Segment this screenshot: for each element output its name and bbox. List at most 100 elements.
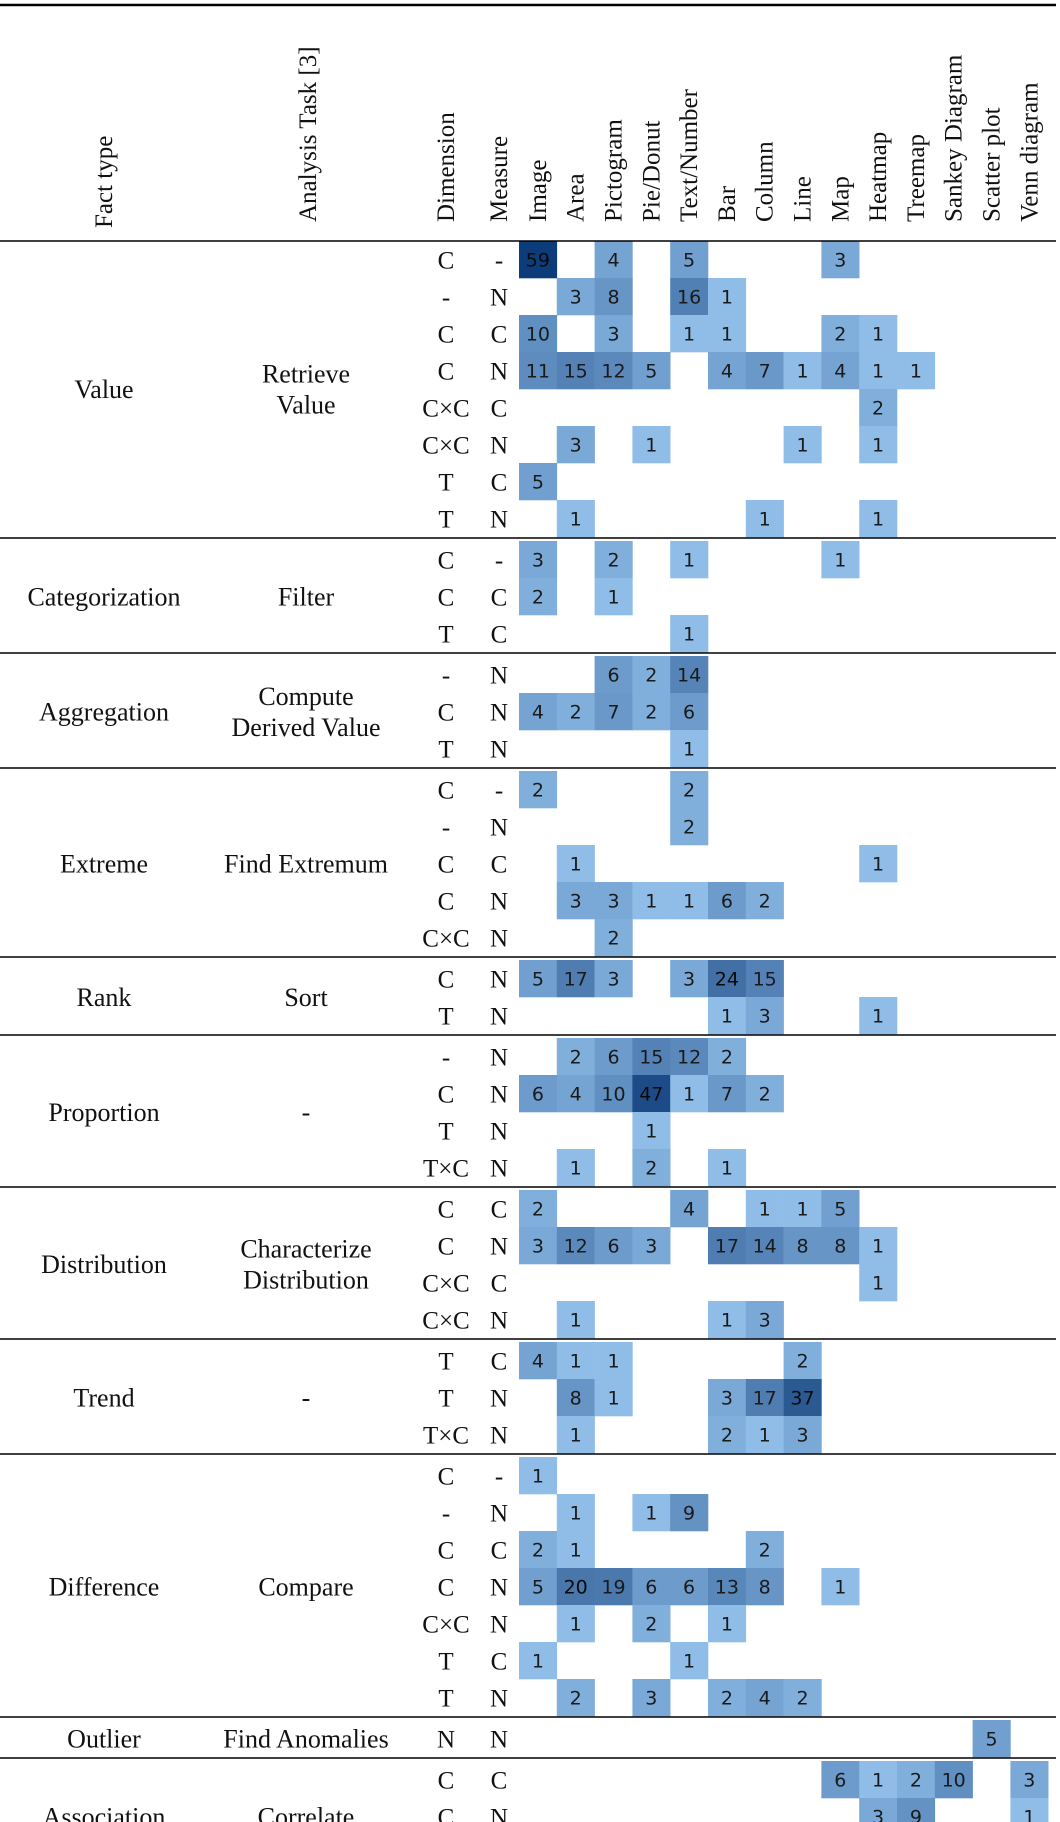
heatmap-cell-value: 16 <box>677 287 701 309</box>
row-measure: N <box>490 285 508 312</box>
heatmap-cell-value: 2 <box>872 398 884 420</box>
heatmap-cell-extreme-bar: 6 <box>708 882 747 920</box>
heatmap-cell-value: 1 <box>721 1614 733 1636</box>
heatmap-cell-value-map: 2 <box>821 315 860 353</box>
heatmap-cell-difference-image: 1 <box>519 1642 558 1680</box>
heatmap-cell-fill <box>519 1568 558 1606</box>
heatmap-cell-fill <box>783 426 822 464</box>
row-dimension: C <box>438 322 455 349</box>
heatmap-cell-fill <box>556 1568 595 1606</box>
analysis-task-header: Analysis Task [3] <box>295 46 322 222</box>
heatmap-cell-fill <box>556 960 595 998</box>
heatmap-cell-fill <box>670 241 709 279</box>
row-measure: - <box>495 548 503 575</box>
heatmap-cell-value: 10 <box>942 1770 966 1792</box>
heatmap-cell-value: 1 <box>645 891 657 913</box>
row-measure: N <box>490 1686 508 1713</box>
heatmap-cell-fill <box>708 1379 747 1417</box>
heatmap-cell-fill <box>594 578 633 616</box>
heatmap-cell-distribution-map: 8 <box>821 1227 860 1265</box>
heatmap-cell-proportion-image: 6 <box>519 1075 558 1113</box>
heatmap-cell-proportion-bar: 7 <box>708 1075 747 1113</box>
row-dimension: C <box>438 700 455 727</box>
row-measure: N <box>490 1004 508 1031</box>
heatmap-cell-proportion-area: 2 <box>556 1038 595 1076</box>
heatmap-cell-fill <box>594 919 633 957</box>
heatmap-cell-difference-area: 2 <box>556 1679 595 1717</box>
row-dimension: T <box>438 1686 453 1713</box>
heatmap-cell-value: 1 <box>796 435 808 457</box>
heatmap-cell-value: 1 <box>683 550 695 572</box>
heatmap-cell-value: 2 <box>645 1158 657 1180</box>
heatmap-cell-value: 2 <box>570 702 582 724</box>
chart-type-headers: Image Area Pictogram Pie/Donut Text/Number Ba… <box>525 54 1043 222</box>
heatmap-cell-value: 1 <box>721 1158 733 1180</box>
heatmap-cell-distribution-column: 14 <box>745 1227 784 1265</box>
heatmap-cell-value: 6 <box>607 665 619 687</box>
heatmap-cell-value: 4 <box>721 361 733 383</box>
heatmap-cell-fill <box>556 1679 595 1717</box>
heatmap-cell-fill <box>594 882 633 920</box>
heatmap-cell-value: 2 <box>721 1425 733 1447</box>
heatmap-cell-value: 1 <box>683 891 695 913</box>
heatmap-cell-fill <box>556 352 595 390</box>
heatmap-cell-value-pictogram: 3 <box>594 315 633 353</box>
heatmap-cell-value: 5 <box>532 969 544 991</box>
heatmap-cell-fill <box>519 771 558 809</box>
heatmap-cell-value: 1 <box>759 1199 771 1221</box>
heatmap-cell-distribution-column: 1 <box>745 1190 784 1228</box>
heatmap-cell-distribution-line: 1 <box>783 1190 822 1228</box>
heatmap-cell-difference-image: 2 <box>519 1531 558 1569</box>
heatmap-cell-value: 1 <box>570 1503 582 1525</box>
heatmap-cell-value-pictogram: 4 <box>594 241 633 279</box>
heatmap-cell-fill <box>556 278 595 316</box>
heatmap-cell-fill <box>519 1227 558 1265</box>
heatmap-cell-aggregation-pie-donut: 2 <box>632 693 671 731</box>
heatmap-cell-fill <box>594 541 633 579</box>
row-measure: C <box>491 322 508 349</box>
heatmap-cell-value: 37 <box>790 1388 814 1410</box>
heatmap-cell-fill <box>897 1798 936 1822</box>
heatmap-cell-value-line: 1 <box>783 352 822 390</box>
heatmap-cell-fill <box>972 1720 1011 1758</box>
heatmap-cell-distribution-column: 3 <box>745 1301 784 1339</box>
heatmap-cell-fill <box>556 1342 595 1380</box>
heatmap-cell-extreme-area: 3 <box>556 882 595 920</box>
row-measure: C <box>491 1197 508 1224</box>
heatmap-cell-value: 15 <box>564 361 588 383</box>
heatmap-cell-fill <box>708 1416 747 1454</box>
heatmap-cell-value: 1 <box>607 587 619 609</box>
heatmap-cell-fill <box>821 1190 860 1228</box>
heatmap-cell-proportion-area: 1 <box>556 1149 595 1187</box>
row-dimension: C <box>438 1197 455 1224</box>
heatmap-cell-rank-bar: 1 <box>708 997 747 1035</box>
heatmap-cell-extreme-pictogram: 3 <box>594 882 633 920</box>
column-header-column: Column <box>752 141 779 222</box>
heatmap-cell-extreme-text-number: 2 <box>670 771 709 809</box>
heatmap-cell-proportion-text-number: 1 <box>670 1075 709 1113</box>
heatmap-cell-fill <box>859 389 898 427</box>
heatmap-cell-value-pictogram: 12 <box>594 352 633 390</box>
heatmap-cell-value: 4 <box>607 250 619 272</box>
heatmap-cell-fill <box>556 1301 595 1339</box>
heatmap-cell-fill <box>594 1038 633 1076</box>
heatmap-cell-value: 1 <box>683 324 695 346</box>
heatmap-cell-value: 20 <box>564 1577 588 1599</box>
heatmap-cell-aggregation-pictogram: 7 <box>594 693 633 731</box>
row-dimension: - <box>442 663 450 690</box>
heatmap-cell-fill <box>670 278 709 316</box>
heatmap-cell-value: 59 <box>526 250 550 272</box>
heatmap-cell-aggregation-area: 2 <box>556 693 595 731</box>
fact-type-label: Outlier <box>67 1725 141 1754</box>
heatmap-cell-fill <box>708 1075 747 1113</box>
heatmap-cell-value: 3 <box>834 250 846 272</box>
row-dimension: C <box>438 1805 455 1822</box>
heatmap-cell-categorization-pictogram: 2 <box>594 541 633 579</box>
heatmap-cell-value-line: 1 <box>783 426 822 464</box>
heatmap-cell-value-heatmap: 2 <box>859 389 898 427</box>
heatmap-cell-proportion-pictogram: 10 <box>594 1075 633 1113</box>
heatmap-cell-value: 2 <box>645 702 657 724</box>
heatmap-cell-fill <box>745 1568 784 1606</box>
row-measure: C <box>491 852 508 879</box>
